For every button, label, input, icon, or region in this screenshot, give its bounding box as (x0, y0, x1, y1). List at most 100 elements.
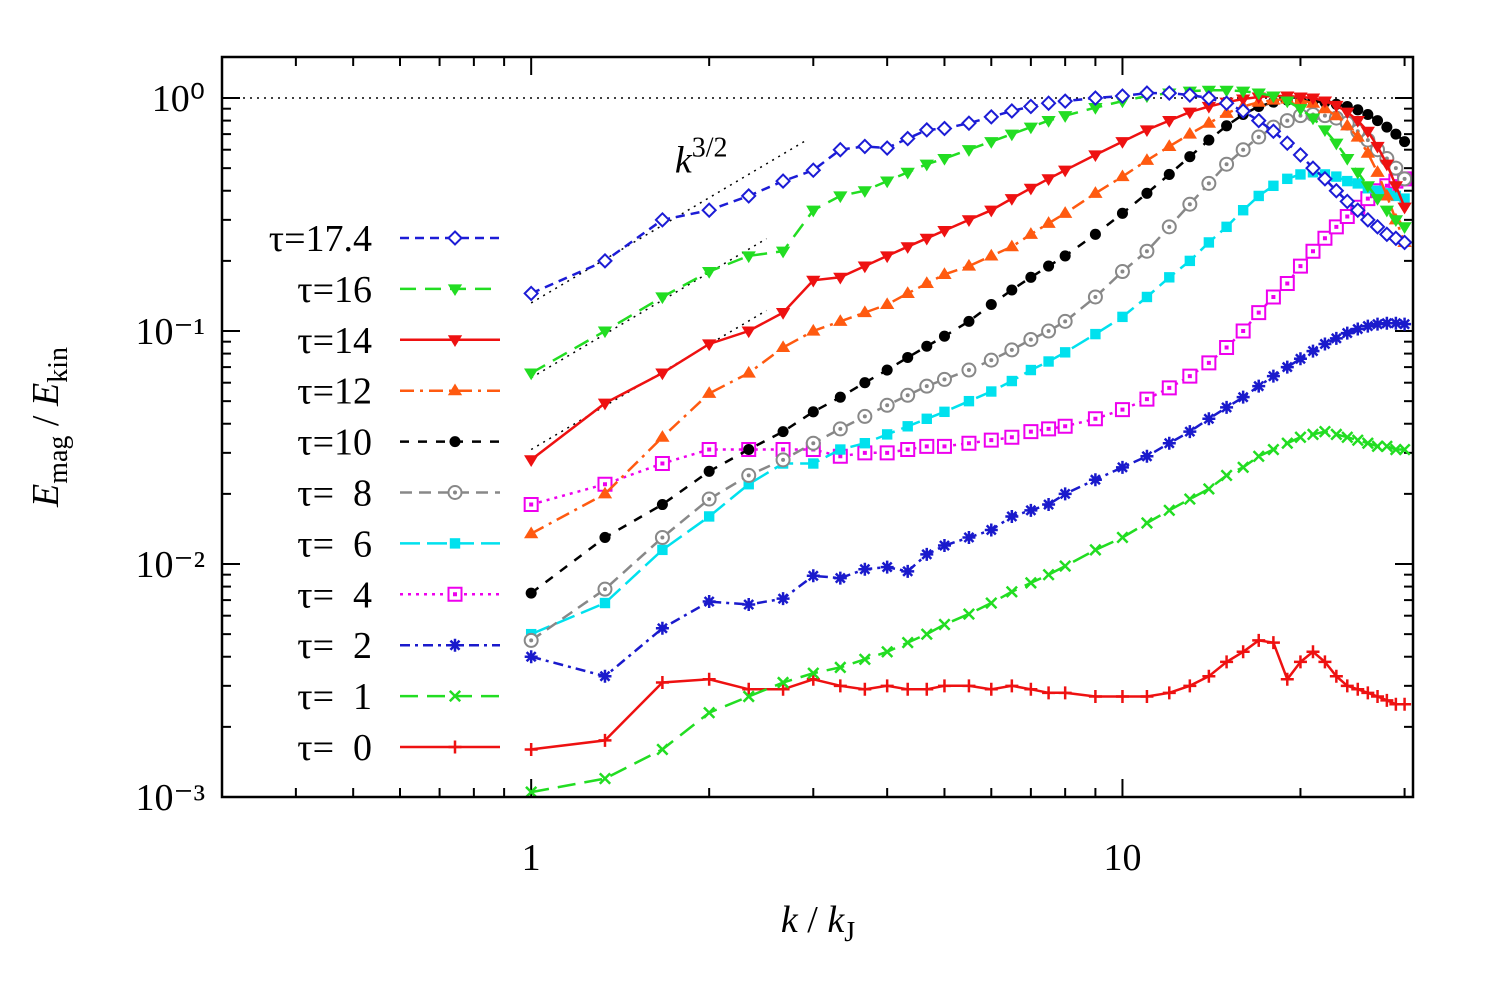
marker (1182, 126, 1197, 139)
marker (1162, 116, 1177, 128)
marker (921, 413, 932, 424)
marker (1371, 115, 1384, 127)
marker (1140, 516, 1154, 530)
marker (1317, 96, 1333, 109)
marker (881, 364, 893, 376)
marker (1266, 636, 1280, 650)
marker (775, 308, 791, 320)
marker (1352, 178, 1363, 189)
marker (1024, 576, 1037, 589)
marker (1219, 339, 1235, 355)
marker (1361, 319, 1375, 333)
marker (1265, 289, 1281, 305)
marker (597, 486, 613, 499)
marker (1292, 146, 1309, 163)
marker (1041, 323, 1057, 339)
marker (1139, 243, 1155, 259)
marker (858, 682, 872, 696)
marker (805, 435, 821, 451)
legend-label: τ=14 (297, 320, 372, 362)
marker (1005, 679, 1019, 693)
marker (1140, 689, 1154, 703)
marker (1004, 239, 1019, 252)
marker (901, 636, 914, 649)
marker (1236, 390, 1250, 404)
x-tick-label: 1 (522, 837, 541, 879)
marker (1057, 418, 1073, 434)
marker (523, 632, 539, 648)
marker (983, 352, 999, 368)
legend-marker (449, 538, 461, 549)
y-label-part: mag (43, 436, 74, 484)
marker (1201, 116, 1217, 128)
plot-area (222, 85, 1413, 797)
marker (1280, 672, 1294, 686)
marker (1398, 443, 1411, 456)
marker (1340, 326, 1354, 340)
marker (775, 173, 791, 190)
marker (1004, 194, 1019, 206)
marker (525, 785, 538, 797)
marker (1342, 175, 1353, 187)
marker (701, 202, 718, 219)
marker (919, 233, 934, 246)
marker (702, 339, 717, 352)
marker (1306, 344, 1320, 358)
marker (963, 395, 975, 407)
marker (936, 120, 953, 137)
marker (599, 597, 611, 609)
marker (598, 669, 612, 683)
marker (1141, 187, 1153, 199)
marker (1141, 291, 1153, 303)
marker (806, 205, 821, 218)
marker (1250, 112, 1267, 129)
marker (1360, 145, 1375, 158)
legend-label: τ=16 (297, 269, 372, 311)
marker (1362, 108, 1374, 120)
marker (741, 326, 756, 339)
marker (1396, 234, 1413, 251)
marker (984, 205, 999, 218)
marker (1115, 689, 1129, 703)
marker (1115, 460, 1129, 474)
marker (901, 682, 915, 696)
marker (881, 429, 893, 440)
marker (1089, 228, 1101, 240)
marker (1043, 356, 1054, 367)
marker (806, 569, 820, 583)
marker (832, 421, 848, 437)
marker (1360, 126, 1375, 139)
legend-marker (449, 436, 461, 448)
marker (1351, 434, 1364, 447)
marker (1183, 679, 1197, 693)
marker (1161, 380, 1177, 396)
marker (1236, 645, 1250, 659)
marker (1282, 173, 1293, 185)
marker (1350, 116, 1365, 128)
marker (1139, 85, 1155, 102)
marker (1279, 275, 1295, 291)
marker (1023, 424, 1039, 440)
marker (936, 371, 952, 387)
marker (1370, 165, 1385, 177)
marker (920, 682, 934, 696)
marker (1088, 473, 1102, 487)
marker (525, 587, 537, 599)
marker (1380, 693, 1394, 707)
marker (1388, 160, 1404, 176)
marker (1253, 190, 1264, 202)
marker (742, 690, 755, 703)
marker (1116, 207, 1128, 219)
legend-marker (448, 690, 462, 703)
marker (858, 562, 872, 576)
marker (1252, 633, 1266, 647)
marker (654, 529, 670, 545)
marker (962, 607, 976, 621)
marker (835, 444, 846, 455)
marker (1163, 168, 1175, 180)
marker (1318, 425, 1332, 438)
marker (1397, 202, 1412, 215)
marker (1361, 437, 1374, 450)
marker (1280, 360, 1294, 374)
legend-marker (448, 638, 462, 652)
